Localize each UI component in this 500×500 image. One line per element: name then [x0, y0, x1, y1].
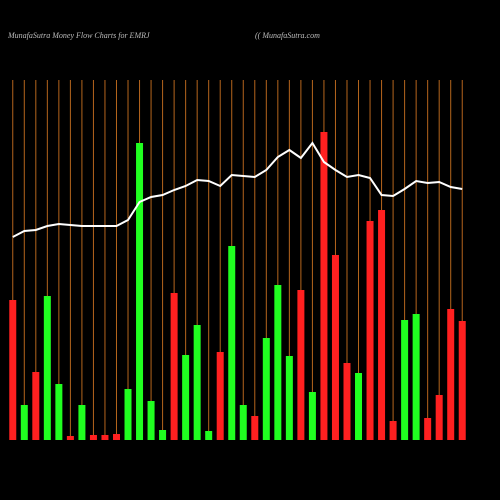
bar	[343, 363, 351, 440]
bar	[262, 338, 270, 440]
bar	[205, 431, 213, 440]
bar	[355, 373, 363, 440]
bar	[251, 416, 259, 440]
bar	[412, 314, 420, 440]
bar	[78, 405, 86, 440]
bar	[458, 321, 466, 440]
bar	[89, 435, 97, 440]
bar	[147, 401, 155, 440]
bar	[320, 132, 328, 440]
bar	[424, 418, 432, 440]
bar	[112, 434, 120, 440]
bar	[66, 436, 74, 440]
bar	[55, 384, 63, 440]
bar	[228, 246, 236, 440]
bar	[447, 309, 455, 440]
bar	[216, 352, 224, 440]
bar	[193, 325, 201, 440]
bar	[308, 392, 316, 440]
bar	[182, 355, 190, 440]
bar	[159, 430, 167, 440]
bar	[124, 389, 132, 440]
bar	[297, 290, 305, 440]
bar	[274, 285, 282, 440]
bar	[170, 293, 178, 440]
bar	[435, 395, 443, 440]
bar	[43, 296, 51, 440]
line	[12, 141, 463, 238]
bar	[331, 255, 339, 440]
bar	[20, 405, 28, 440]
bar	[9, 300, 17, 440]
bar	[401, 320, 409, 440]
bar	[239, 405, 247, 440]
bar	[389, 421, 397, 440]
bar	[366, 221, 374, 440]
bar	[378, 210, 386, 440]
bar	[32, 372, 40, 440]
bar	[101, 435, 109, 440]
chart-subtitle: (( MunafaSutra.com	[255, 31, 320, 40]
chart-title: MunafaSutra Money Flow Charts for EMRJ	[7, 31, 150, 40]
bar	[136, 143, 144, 440]
bar	[285, 356, 293, 440]
